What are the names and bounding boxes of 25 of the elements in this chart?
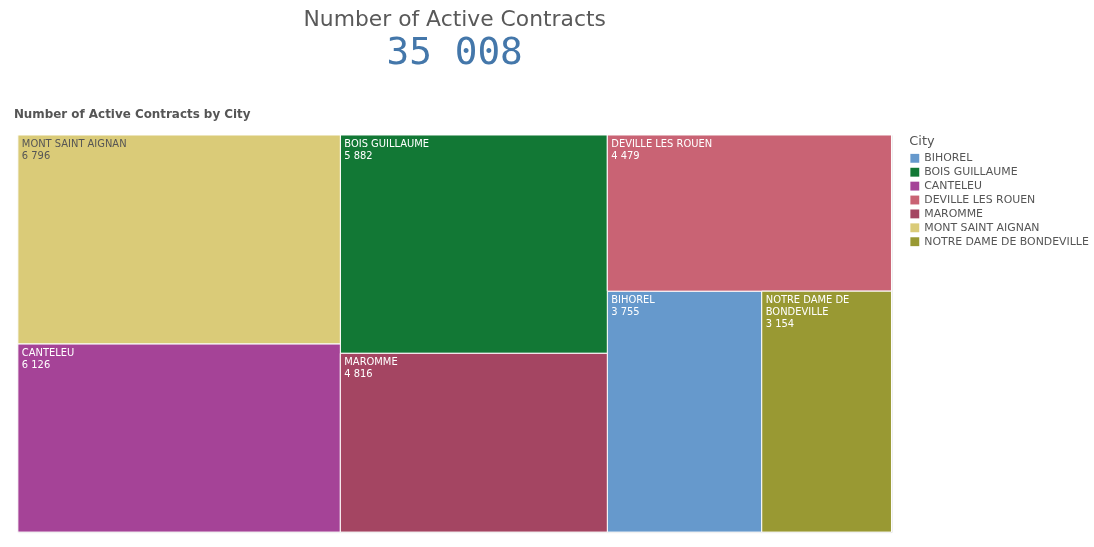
category-label: MONT SAINT AIGNAN: [924, 220, 1040, 234]
category-label: DEVILLE LES ROUEN: [924, 192, 1036, 206]
category-label: BOIS GUILLAUME: [344, 137, 430, 149]
text: 35 008: [386, 28, 523, 73]
legend-title: City: [909, 132, 935, 148]
data-label: 4 479: [611, 149, 640, 161]
category-label: CANTELEU: [21, 346, 75, 358]
data-label: 6 796: [21, 149, 51, 161]
data-label: 3 755: [611, 305, 640, 317]
data-label: 4 816: [344, 368, 373, 380]
text: Number of Active Contracts: [303, 5, 606, 31]
data-label: 5 882: [344, 149, 373, 161]
category-label: DEVILLE LES ROUEN: [611, 137, 713, 149]
category-label: CANTELEU: [924, 179, 982, 193]
category-label: BIHOREL: [611, 294, 656, 306]
category-label: MAROMME: [344, 356, 398, 368]
text: Number of Active Contracts by City: [13, 107, 251, 122]
category-label: MONT SAINT AIGNAN: [21, 137, 127, 149]
category-label: NOTRE DAME DE BONDEVILLE: [765, 294, 850, 317]
category-label: BOIS GUILLAUME: [924, 165, 1018, 179]
category-label: MAROMME: [924, 206, 983, 220]
category-label: NOTRE DAME DE BONDEVILLE: [924, 234, 1089, 248]
data-label: 6 126: [21, 358, 51, 370]
data-label: 3 154: [765, 317, 795, 329]
category-label: BIHOREL: [924, 151, 973, 165]
